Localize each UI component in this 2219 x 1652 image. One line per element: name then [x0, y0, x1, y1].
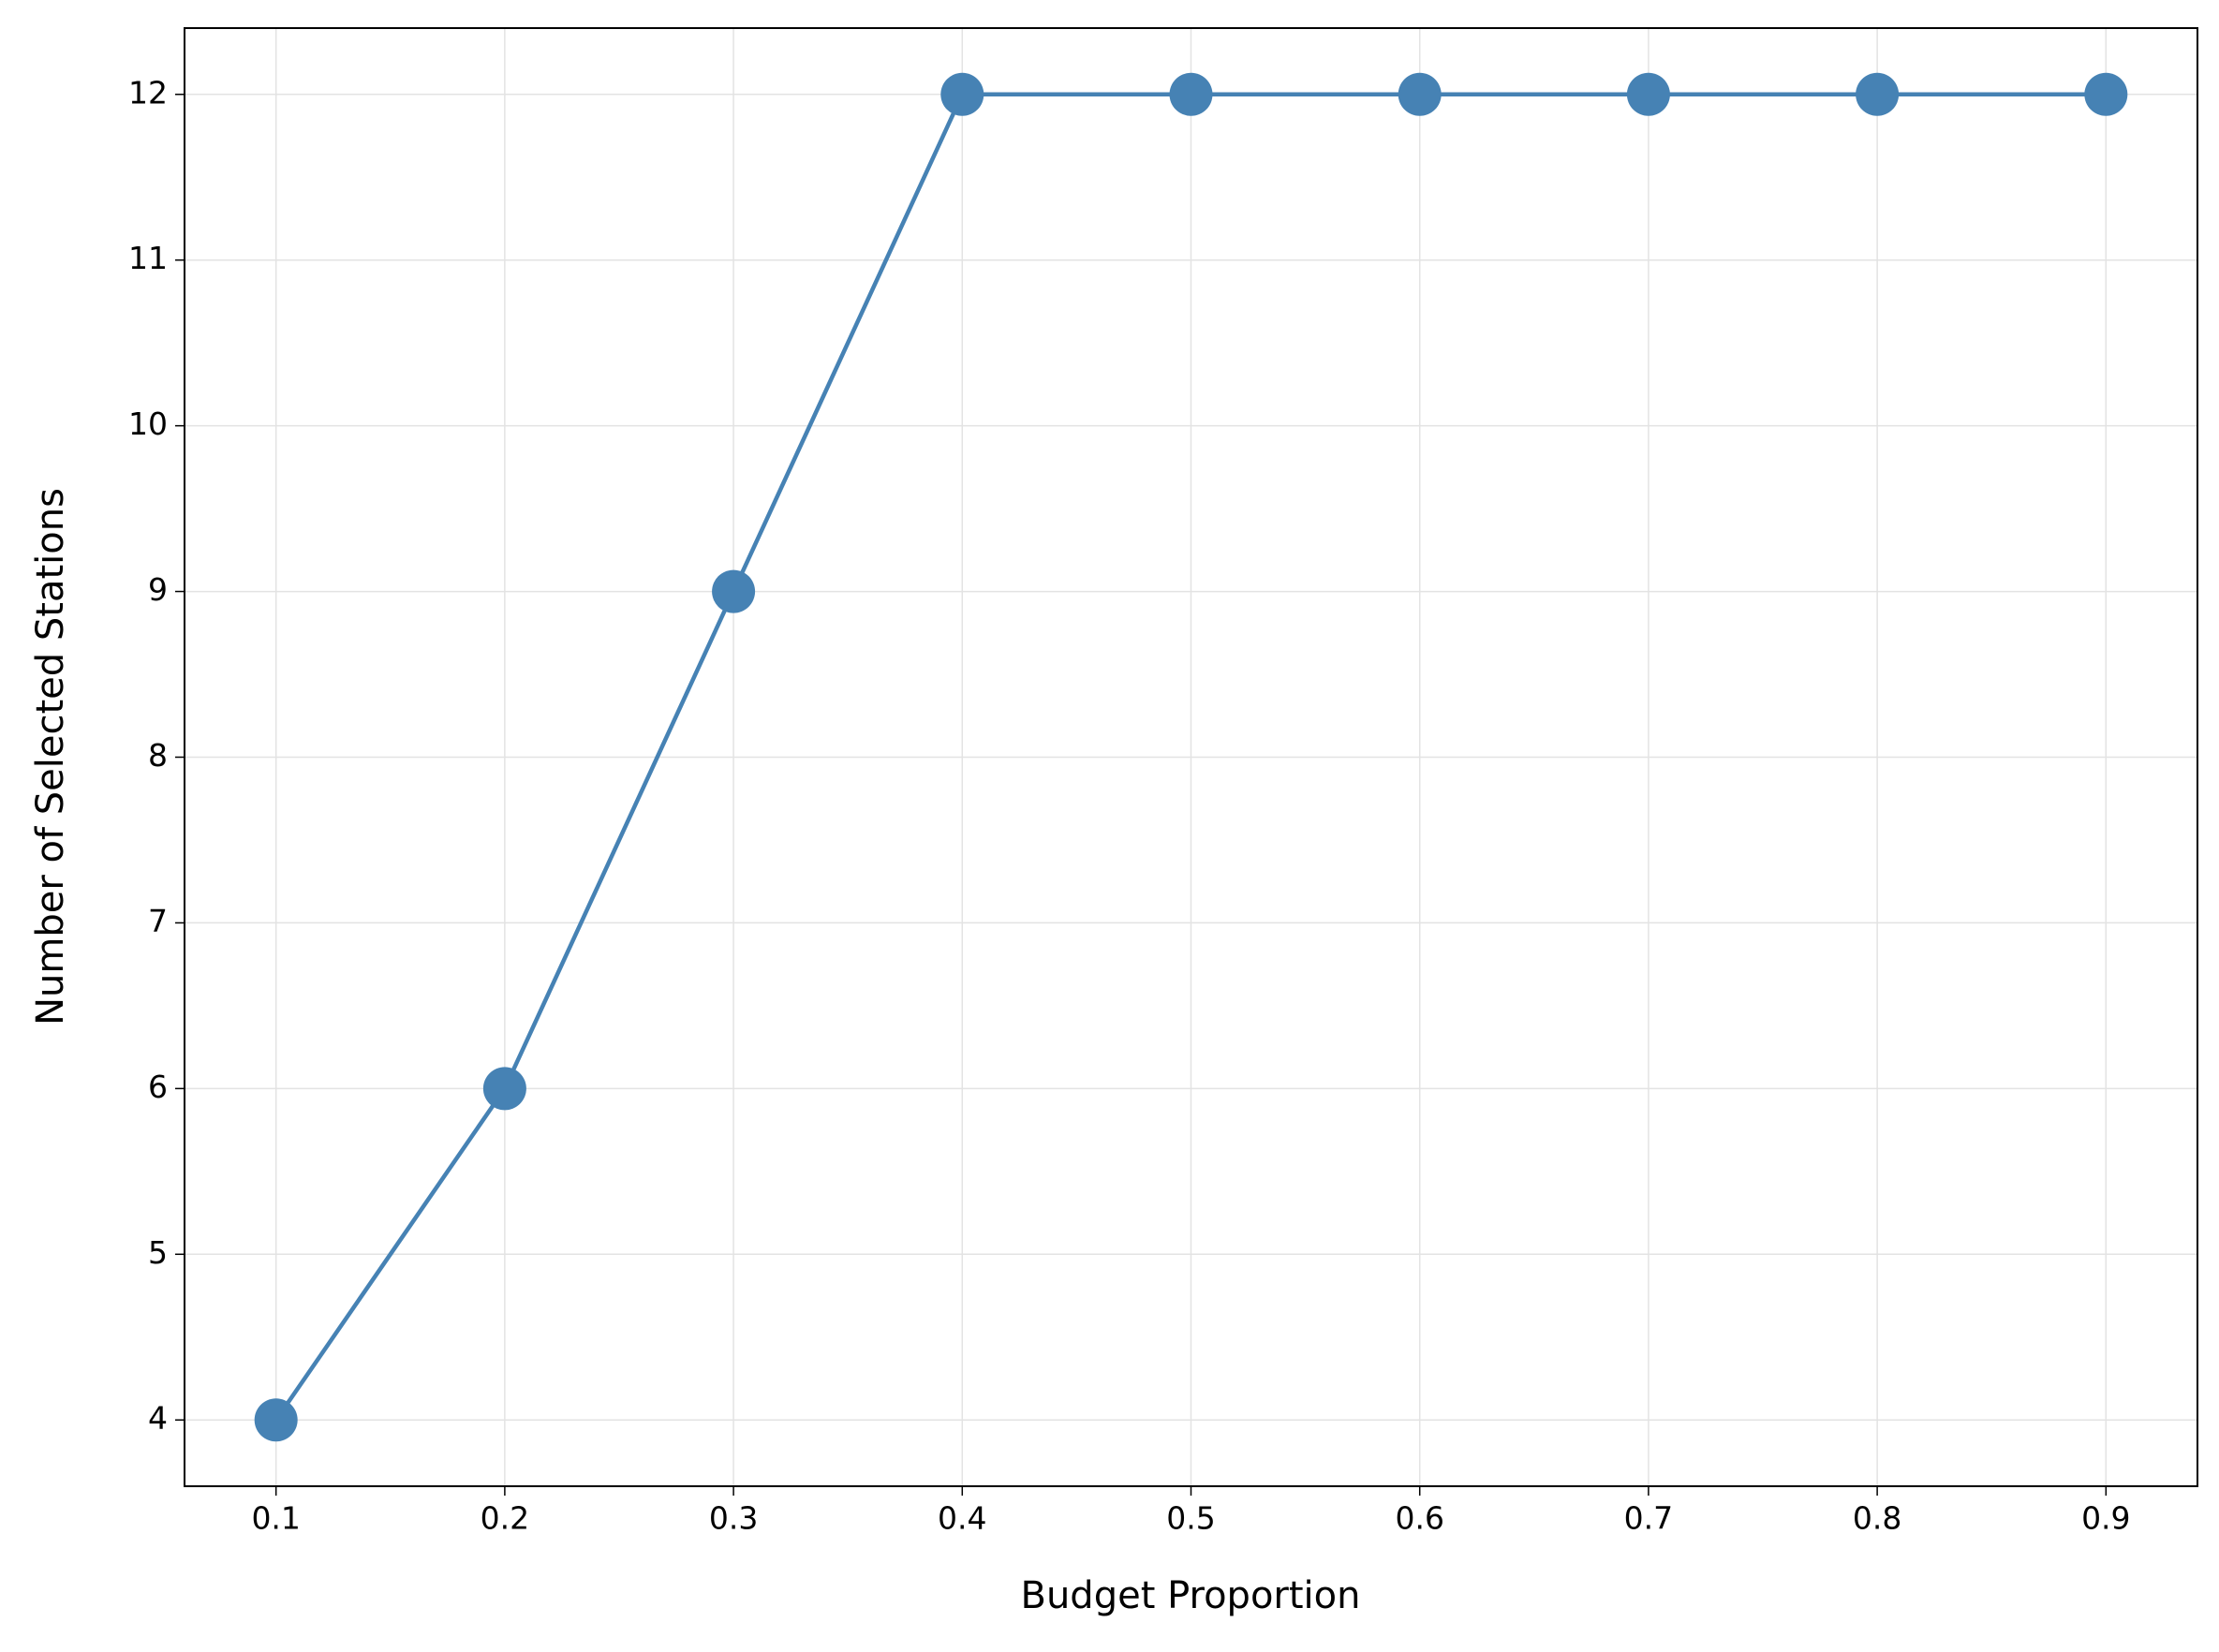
data-point: [1169, 72, 1213, 116]
data-point: [1398, 72, 1442, 116]
x-tick-label: 0.9: [2081, 1500, 2130, 1537]
y-tick-label: 12: [128, 74, 168, 111]
x-tick-label: 0.1: [251, 1500, 300, 1537]
y-tick-label: 5: [148, 1234, 168, 1271]
data-point: [482, 1067, 526, 1111]
data-point: [1626, 72, 1670, 116]
y-tick-label: 9: [148, 571, 168, 608]
x-tick-label: 0.3: [709, 1500, 758, 1537]
y-tick-label: 8: [148, 737, 168, 774]
y-tick-label: 4: [148, 1400, 168, 1437]
y-tick-label: 11: [128, 240, 168, 276]
y-tick-label: 10: [128, 406, 168, 442]
data-point: [712, 569, 756, 613]
x-tick-label: 0.6: [1395, 1500, 1443, 1537]
x-tick-label: 0.5: [1166, 1500, 1215, 1537]
y-tick-label: 6: [148, 1069, 168, 1105]
data-point: [1856, 72, 1900, 116]
y-axis-label: Number of Selected Stations: [29, 488, 72, 1025]
plot-frame: [184, 27, 2198, 1487]
data-point: [2084, 72, 2128, 116]
x-tick-label: 0.4: [938, 1500, 986, 1537]
x-tick-label: 0.8: [1853, 1500, 1901, 1537]
y-tick-label: 7: [148, 903, 168, 939]
x-axis-label: Budget Proportion: [1021, 1574, 1361, 1617]
x-tick-label: 0.2: [481, 1500, 529, 1537]
data-point: [254, 1398, 298, 1442]
x-tick-label: 0.7: [1624, 1500, 1673, 1537]
data-point: [940, 72, 984, 116]
